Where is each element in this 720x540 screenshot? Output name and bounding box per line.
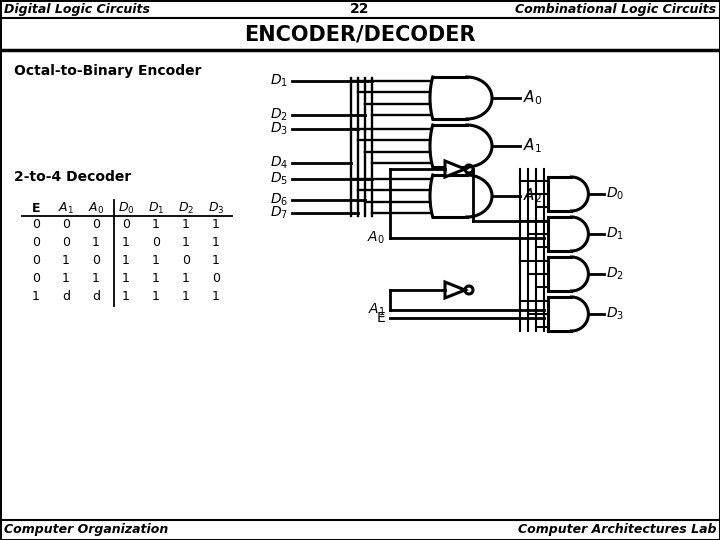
Text: 1: 1 bbox=[182, 273, 190, 286]
Text: 1: 1 bbox=[32, 291, 40, 303]
Polygon shape bbox=[548, 297, 588, 331]
Text: 1: 1 bbox=[182, 237, 190, 249]
Text: $D_2$: $D_2$ bbox=[178, 200, 194, 215]
Text: $D_4$: $D_4$ bbox=[270, 155, 288, 171]
Text: E: E bbox=[377, 311, 385, 325]
Text: $D_0$: $D_0$ bbox=[117, 200, 135, 215]
Text: 1: 1 bbox=[152, 273, 160, 286]
Text: 1: 1 bbox=[212, 237, 220, 249]
Text: 1: 1 bbox=[212, 291, 220, 303]
Text: 1: 1 bbox=[152, 254, 160, 267]
Text: 0: 0 bbox=[152, 237, 160, 249]
Text: 0: 0 bbox=[32, 254, 40, 267]
Text: 1: 1 bbox=[212, 254, 220, 267]
Polygon shape bbox=[445, 282, 465, 298]
Text: 1: 1 bbox=[152, 219, 160, 232]
Text: E: E bbox=[32, 201, 40, 214]
Polygon shape bbox=[548, 257, 588, 291]
Text: $D_1$: $D_1$ bbox=[270, 73, 288, 89]
Text: d: d bbox=[92, 291, 100, 303]
Text: 0: 0 bbox=[32, 219, 40, 232]
Text: 0: 0 bbox=[62, 237, 70, 249]
Text: 0: 0 bbox=[182, 254, 190, 267]
Text: 0: 0 bbox=[32, 273, 40, 286]
Polygon shape bbox=[548, 217, 588, 251]
Text: $D_2$: $D_2$ bbox=[606, 266, 624, 282]
Text: $D_2$: $D_2$ bbox=[270, 107, 288, 123]
Text: Combinational Logic Circuits: Combinational Logic Circuits bbox=[515, 3, 716, 16]
Text: $A_0$: $A_0$ bbox=[88, 200, 104, 215]
Text: $A_0$: $A_0$ bbox=[367, 230, 385, 246]
Text: $A_1$: $A_1$ bbox=[367, 302, 385, 318]
Text: d: d bbox=[62, 291, 70, 303]
Text: Octal-to-Binary Encoder: Octal-to-Binary Encoder bbox=[14, 64, 202, 78]
Text: 1: 1 bbox=[182, 291, 190, 303]
Text: $D_5$: $D_5$ bbox=[270, 171, 288, 187]
Text: 0: 0 bbox=[32, 237, 40, 249]
Text: $D_6$: $D_6$ bbox=[270, 192, 288, 208]
Text: $D_1$: $D_1$ bbox=[606, 226, 624, 242]
Text: Digital Logic Circuits: Digital Logic Circuits bbox=[4, 3, 150, 16]
Text: 1: 1 bbox=[182, 219, 190, 232]
Text: 1: 1 bbox=[92, 273, 100, 286]
Polygon shape bbox=[548, 177, 588, 211]
Polygon shape bbox=[430, 125, 492, 167]
Text: 2-to-4 Decoder: 2-to-4 Decoder bbox=[14, 170, 131, 184]
Polygon shape bbox=[430, 175, 492, 217]
Text: Computer Architectures Lab: Computer Architectures Lab bbox=[518, 523, 716, 537]
Text: $D_7$: $D_7$ bbox=[270, 205, 288, 221]
Text: ENCODER/DECODER: ENCODER/DECODER bbox=[244, 24, 476, 44]
Text: $D_3$: $D_3$ bbox=[208, 200, 224, 215]
Text: 0: 0 bbox=[92, 219, 100, 232]
Text: $D_3$: $D_3$ bbox=[606, 306, 624, 322]
Text: 22: 22 bbox=[350, 2, 370, 16]
Text: 1: 1 bbox=[122, 291, 130, 303]
Text: 1: 1 bbox=[212, 219, 220, 232]
Text: 1: 1 bbox=[62, 254, 70, 267]
Text: $D_1$: $D_1$ bbox=[148, 200, 164, 215]
Text: 1: 1 bbox=[122, 237, 130, 249]
Text: $A_0$: $A_0$ bbox=[523, 88, 542, 107]
Text: $A_1$: $A_1$ bbox=[58, 200, 74, 215]
Text: Computer Organization: Computer Organization bbox=[4, 523, 168, 537]
Text: 0: 0 bbox=[122, 219, 130, 232]
Text: $A_2$: $A_2$ bbox=[523, 186, 542, 205]
Polygon shape bbox=[445, 161, 465, 177]
Text: 0: 0 bbox=[92, 254, 100, 267]
Text: 1: 1 bbox=[92, 237, 100, 249]
Text: 0: 0 bbox=[62, 219, 70, 232]
Text: $D_0$: $D_0$ bbox=[606, 186, 624, 202]
Text: 1: 1 bbox=[62, 273, 70, 286]
Polygon shape bbox=[430, 77, 492, 119]
Text: $A_1$: $A_1$ bbox=[523, 136, 542, 155]
Text: 1: 1 bbox=[152, 291, 160, 303]
Text: 0: 0 bbox=[212, 273, 220, 286]
Text: $D_3$: $D_3$ bbox=[270, 121, 288, 137]
Text: 1: 1 bbox=[122, 273, 130, 286]
Text: 1: 1 bbox=[122, 254, 130, 267]
